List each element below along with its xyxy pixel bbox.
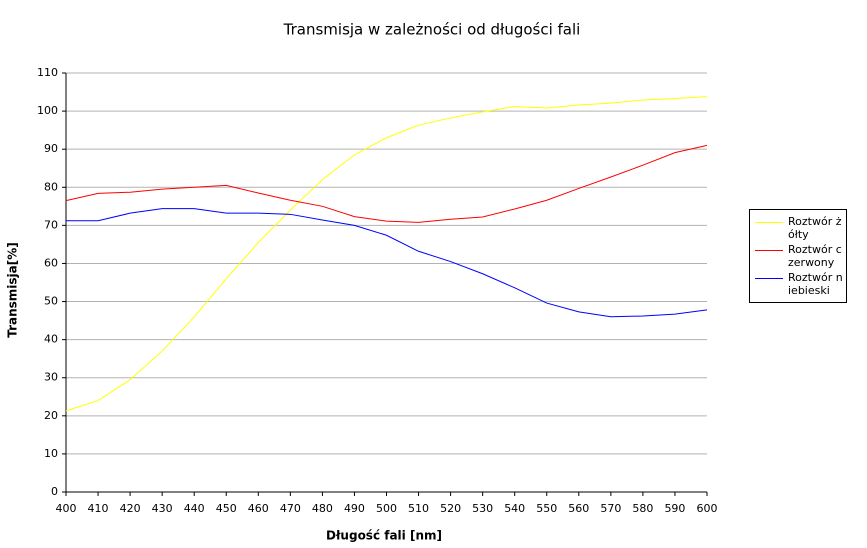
x-tick-label: 600	[697, 502, 718, 515]
legend-item: Roztwór żółty	[750, 215, 846, 241]
x-tick-label: 560	[568, 502, 589, 515]
x-tick-label: 570	[600, 502, 621, 515]
y-tick-label: 90	[44, 142, 58, 155]
x-tick-label: 400	[56, 502, 77, 515]
legend-swatch	[755, 278, 783, 279]
x-tick-label: 590	[664, 502, 685, 515]
x-tick-label: 460	[248, 502, 269, 515]
x-tick-label: 510	[408, 502, 429, 515]
legend-item: Roztwór niebieski	[750, 271, 846, 297]
x-tick-label: 550	[536, 502, 557, 515]
x-tick-label: 500	[376, 502, 397, 515]
y-tick-label: 80	[44, 180, 58, 193]
legend-swatch	[755, 222, 783, 223]
legend: Roztwór żółty Roztwór czerwony Roztwór nie…	[749, 209, 847, 303]
x-tick-label: 480	[312, 502, 333, 515]
y-tick-label: 40	[44, 333, 58, 346]
legend-label: Roztwór żółty	[788, 215, 842, 241]
series-line	[66, 208, 708, 318]
x-tick-label: 420	[120, 502, 141, 515]
y-tick-label: 10	[44, 447, 58, 460]
chart-title: Transmisja w zależności od długości fali	[283, 21, 581, 39]
y-tick-label: 70	[44, 218, 58, 231]
y-axis-label: Transmisja[%]	[6, 242, 20, 338]
y-tick-label: 100	[37, 104, 58, 117]
y-tick-label: 20	[44, 409, 58, 422]
legend-label: Roztwór czerwony	[788, 243, 842, 269]
x-tick-label: 580	[632, 502, 653, 515]
x-tick-label: 530	[472, 502, 493, 515]
x-tick-label: 440	[184, 502, 205, 515]
legend-swatch	[755, 250, 783, 251]
x-tick-label: 490	[344, 502, 365, 515]
y-tick-label: 50	[44, 295, 58, 308]
x-tick-label: 540	[504, 502, 525, 515]
legend-item: Roztwór czerwony	[750, 243, 846, 269]
y-tick-label: 110	[37, 66, 58, 79]
x-axis-label: Długość fali [nm]	[326, 529, 442, 543]
x-tick-label: 520	[440, 502, 461, 515]
x-tick-label: 430	[152, 502, 173, 515]
series-line	[65, 96, 708, 412]
y-tick-label: 60	[44, 256, 58, 269]
x-tick-label: 470	[280, 502, 301, 515]
y-tick-label: 30	[44, 371, 58, 384]
series-line	[65, 144, 708, 223]
legend-label: Roztwór niebieski	[788, 271, 843, 297]
x-tick-label: 450	[216, 502, 237, 515]
x-tick-label: 410	[88, 502, 109, 515]
y-tick-label: 0	[51, 485, 58, 498]
